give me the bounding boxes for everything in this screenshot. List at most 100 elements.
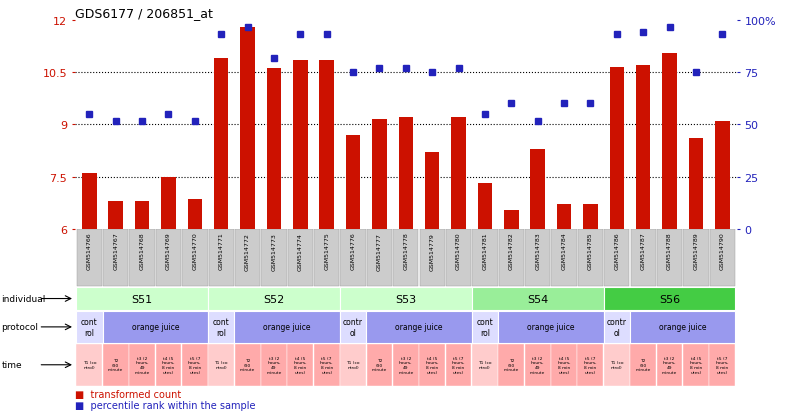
Bar xyxy=(683,230,708,287)
Bar xyxy=(109,202,123,229)
Text: GSM514769: GSM514769 xyxy=(166,232,171,270)
Bar xyxy=(76,230,102,287)
Text: t4 (5
hours,
8 min
utes): t4 (5 hours, 8 min utes) xyxy=(162,356,175,374)
Text: S51: S51 xyxy=(132,294,153,304)
Text: T1 (co
ntrol): T1 (co ntrol) xyxy=(347,361,360,369)
Bar xyxy=(102,311,208,343)
Text: cont
rol: cont rol xyxy=(213,318,229,337)
Bar xyxy=(319,61,334,229)
Bar xyxy=(578,230,603,287)
Bar xyxy=(709,344,735,386)
Text: t5 (7
hours,
8 min
utes): t5 (7 hours, 8 min utes) xyxy=(452,356,465,374)
Bar xyxy=(262,230,287,287)
Bar xyxy=(261,344,287,386)
Bar xyxy=(208,311,234,343)
Bar xyxy=(710,230,735,287)
Text: t3 (2
hours,
49
minute: t3 (2 hours, 49 minute xyxy=(266,356,281,374)
Text: S52: S52 xyxy=(263,294,284,304)
Bar xyxy=(604,287,735,310)
Text: GSM514790: GSM514790 xyxy=(719,232,725,270)
Text: t3 (2
hours,
49
minute: t3 (2 hours, 49 minute xyxy=(135,356,150,374)
Bar xyxy=(604,311,630,343)
Text: GSM514786: GSM514786 xyxy=(615,232,619,270)
Bar xyxy=(689,139,703,229)
Bar xyxy=(530,149,545,229)
Bar xyxy=(478,184,492,229)
Bar xyxy=(419,344,445,386)
Text: GSM514788: GSM514788 xyxy=(667,232,672,270)
Bar xyxy=(504,210,519,229)
Text: T2
(90
minute: T2 (90 minute xyxy=(372,358,387,371)
Text: GSM514781: GSM514781 xyxy=(482,232,488,270)
Text: GSM514783: GSM514783 xyxy=(535,232,541,270)
Bar xyxy=(288,230,313,287)
Bar xyxy=(293,61,307,229)
Text: protocol: protocol xyxy=(2,323,39,332)
Text: T1 (co
ntrol): T1 (co ntrol) xyxy=(214,361,228,369)
Bar xyxy=(366,311,472,343)
Bar xyxy=(76,344,102,386)
Bar xyxy=(346,135,360,229)
Bar xyxy=(235,344,261,386)
Bar xyxy=(155,344,181,386)
Bar xyxy=(630,344,656,386)
Text: S53: S53 xyxy=(396,294,416,304)
Bar xyxy=(188,199,202,229)
Bar xyxy=(446,230,471,287)
Text: orange juice: orange juice xyxy=(659,323,707,332)
Text: individual: individual xyxy=(2,294,46,303)
Text: cont
rol: cont rol xyxy=(81,318,98,337)
Bar xyxy=(630,311,735,343)
Bar xyxy=(498,344,524,386)
Text: GSM514789: GSM514789 xyxy=(693,232,698,270)
Bar xyxy=(208,287,340,310)
Bar xyxy=(419,230,445,287)
Bar xyxy=(208,344,234,386)
Bar xyxy=(340,344,366,386)
Text: GSM514785: GSM514785 xyxy=(588,232,593,270)
Text: t3 (2
hours,
49
minute: t3 (2 hours, 49 minute xyxy=(530,356,545,374)
Bar xyxy=(662,54,677,229)
Text: GSM514767: GSM514767 xyxy=(113,232,118,270)
Bar xyxy=(551,344,577,386)
Bar xyxy=(135,202,150,229)
Bar xyxy=(340,311,366,343)
Text: t3 (2
hours,
49
minute: t3 (2 hours, 49 minute xyxy=(662,356,677,374)
Bar xyxy=(610,68,624,229)
Bar xyxy=(472,344,498,386)
Bar xyxy=(102,344,128,386)
Text: GSM514777: GSM514777 xyxy=(377,232,382,270)
Bar xyxy=(393,344,418,386)
Text: t4 (5
hours,
8 min
utes): t4 (5 hours, 8 min utes) xyxy=(557,356,571,374)
Bar xyxy=(604,230,630,287)
Bar xyxy=(266,69,281,229)
Bar xyxy=(446,344,471,386)
Text: ■  transformed count: ■ transformed count xyxy=(75,389,181,399)
Text: contr
ol: contr ol xyxy=(343,318,363,337)
Text: GSM514774: GSM514774 xyxy=(298,232,303,270)
Bar xyxy=(472,230,497,287)
Bar xyxy=(657,230,682,287)
Bar xyxy=(182,230,207,287)
Bar xyxy=(314,230,340,287)
Bar xyxy=(340,230,366,287)
Bar xyxy=(235,230,260,287)
Bar xyxy=(630,230,656,287)
Text: GSM514773: GSM514773 xyxy=(271,232,277,270)
Text: GSM514787: GSM514787 xyxy=(641,232,645,270)
Bar xyxy=(715,121,730,229)
Text: cont
rol: cont rol xyxy=(477,318,493,337)
Bar xyxy=(583,205,597,229)
Bar xyxy=(578,344,604,386)
Text: T2
(90
minute: T2 (90 minute xyxy=(240,358,255,371)
Text: GSM514780: GSM514780 xyxy=(456,232,461,270)
Bar xyxy=(472,311,498,343)
Bar xyxy=(76,287,208,310)
Text: T1 (co
ntrol): T1 (co ntrol) xyxy=(83,361,96,369)
Bar xyxy=(156,230,181,287)
Bar xyxy=(76,311,102,343)
Text: GSM514768: GSM514768 xyxy=(139,232,145,270)
Text: GSM514766: GSM514766 xyxy=(87,232,92,270)
Text: time: time xyxy=(2,361,22,369)
Bar xyxy=(472,287,604,310)
